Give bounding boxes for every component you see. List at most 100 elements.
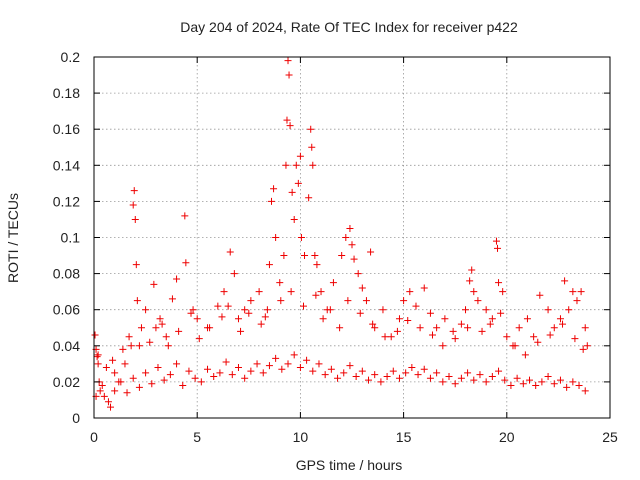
- chart-title: Day 204 of 2024, Rate Of TEC Index for r…: [180, 19, 518, 35]
- data-point: [476, 371, 484, 379]
- data-point: [395, 374, 403, 382]
- data-point: [377, 378, 385, 386]
- x-tick-label: 5: [193, 429, 201, 445]
- data-point: [420, 284, 428, 292]
- data-point: [181, 212, 189, 220]
- data-point: [253, 360, 261, 368]
- data-point: [449, 327, 457, 335]
- data-point: [283, 116, 291, 124]
- data-point: [379, 306, 387, 314]
- data-point: [288, 188, 296, 196]
- data-point: [230, 270, 238, 278]
- data-point: [581, 324, 589, 332]
- data-point: [137, 324, 145, 332]
- data-point: [284, 360, 292, 368]
- data-point: [224, 302, 232, 310]
- data-point: [334, 374, 342, 382]
- data-point: [263, 306, 271, 314]
- data-point: [426, 374, 434, 382]
- data-point: [362, 297, 370, 305]
- data-point: [131, 215, 139, 223]
- data-point: [348, 241, 356, 249]
- data-point: [123, 389, 131, 397]
- data-point: [160, 376, 168, 384]
- data-point: [247, 297, 255, 305]
- data-point: [311, 252, 319, 260]
- data-point: [94, 351, 102, 359]
- data-point: [309, 367, 317, 375]
- data-point: [563, 383, 571, 391]
- y-tick-label: 0.02: [53, 374, 80, 390]
- data-point: [583, 342, 591, 350]
- data-point: [556, 315, 564, 323]
- data-point: [544, 306, 552, 314]
- data-point: [546, 331, 554, 339]
- data-point: [503, 333, 511, 341]
- data-point: [182, 259, 190, 267]
- data-point: [526, 376, 534, 384]
- data-point: [234, 315, 242, 323]
- data-point: [132, 261, 140, 269]
- x-tick-label: 0: [90, 429, 98, 445]
- data-point: [150, 280, 158, 288]
- data-point: [441, 315, 449, 323]
- data-point: [561, 277, 569, 285]
- data-point: [305, 194, 313, 202]
- data-point: [133, 297, 141, 305]
- data-point: [142, 306, 150, 314]
- y-tick-label: 0.14: [53, 157, 80, 173]
- data-point: [197, 378, 205, 386]
- data-point: [536, 291, 544, 299]
- data-point: [344, 297, 352, 305]
- data-point: [470, 376, 478, 384]
- data-point: [285, 71, 293, 79]
- data-point: [168, 295, 176, 303]
- data-point: [259, 369, 267, 377]
- data-point: [272, 234, 280, 241]
- data-point: [290, 215, 298, 223]
- data-point: [272, 354, 280, 362]
- data-point: [189, 306, 197, 314]
- data-point: [185, 367, 193, 375]
- data-point: [204, 365, 212, 373]
- data-point: [154, 363, 162, 371]
- data-point: [265, 362, 273, 370]
- data-point: [268, 197, 276, 205]
- data-point: [336, 324, 344, 332]
- data-point: [104, 398, 112, 406]
- data-point: [468, 266, 476, 274]
- data-point: [371, 324, 379, 332]
- data-point: [107, 403, 115, 411]
- data-point: [280, 252, 288, 260]
- data-point: [486, 320, 494, 328]
- data-point: [261, 313, 269, 321]
- data-point: [206, 324, 214, 332]
- data-point: [156, 315, 164, 323]
- data-point: [226, 248, 234, 256]
- data-point: [329, 279, 337, 287]
- data-point: [367, 248, 375, 256]
- data-point: [290, 351, 298, 359]
- y-tick-label: 0.18: [53, 85, 80, 101]
- data-point: [216, 369, 224, 377]
- y-tick-label: 0.04: [53, 338, 80, 354]
- data-point: [326, 306, 334, 314]
- data-point: [402, 369, 410, 377]
- data-point: [581, 387, 589, 395]
- data-point: [579, 345, 587, 353]
- data-point: [218, 313, 226, 321]
- y-tick-label: 0.1: [61, 230, 81, 246]
- data-point: [381, 333, 389, 341]
- data-point: [350, 255, 358, 263]
- data-point: [515, 324, 523, 332]
- data-point: [284, 57, 292, 65]
- data-point: [433, 324, 441, 332]
- data-point: [307, 125, 315, 133]
- data-point: [91, 331, 99, 339]
- data-point: [327, 365, 335, 373]
- data-point: [294, 179, 302, 187]
- data-point: [556, 376, 564, 384]
- axis-ticks: [93, 56, 611, 419]
- data-point: [317, 288, 325, 296]
- data-point: [346, 224, 354, 232]
